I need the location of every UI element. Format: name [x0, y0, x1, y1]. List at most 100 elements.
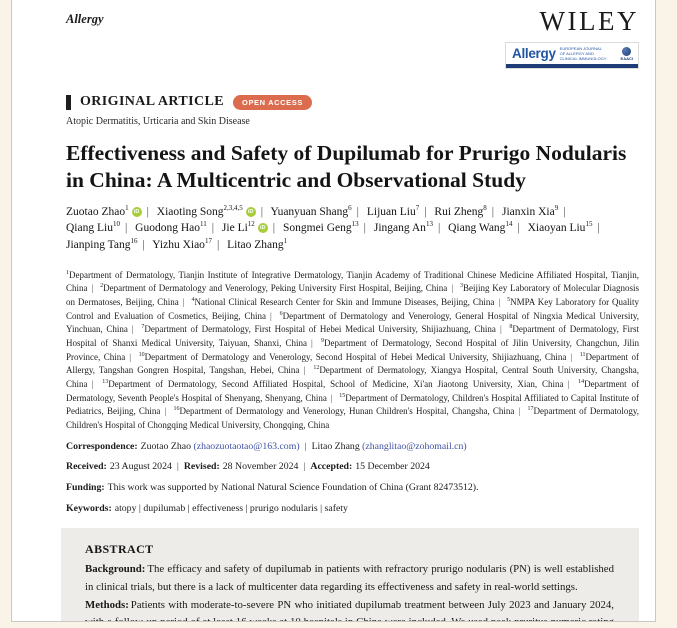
correspondence-name: Zuotao Zhao	[140, 440, 191, 452]
author-name: Lijuan Liu	[366, 205, 416, 218]
affiliation: 4National Clinical Research Center for S…	[192, 297, 505, 307]
affiliation-text: Department of Dermatology and Venerology…	[103, 283, 448, 294]
affiliation-text: Department of Dermatology and Venerology…	[66, 310, 640, 335]
author-name: Jie Li	[221, 222, 248, 235]
abstract-heading: ABSTRACT	[85, 542, 154, 557]
affiliation-separator: |	[567, 378, 570, 389]
affiliation-separator: |	[570, 351, 573, 362]
journal-badge-row: Allergy European Journal of Allergy and …	[66, 42, 639, 69]
author: Zuotao Zhao1 iD |	[66, 203, 154, 217]
affiliation: 17Department of Dermatology, Children's …	[66, 406, 639, 430]
author-name: Yuanyuan Shang	[270, 205, 349, 218]
author-affiliation-sup: 9	[554, 203, 559, 212]
abstract-paragraph-label: Background:	[85, 563, 146, 576]
funding-label: Funding:	[66, 482, 105, 494]
history-entry: Revised: 28 November 2024 |	[184, 461, 311, 472]
article-type-bar	[66, 94, 71, 110]
author: Litao Zhang1	[227, 238, 287, 251]
author-separator: |	[424, 205, 427, 218]
affiliation: 6Department of Dermatology and Venerolog…	[66, 311, 639, 335]
affiliation-number: 9	[320, 337, 324, 344]
author-affiliation-sup: 1	[125, 203, 129, 212]
affiliation-number: 3	[459, 283, 463, 290]
orcid-icon[interactable]: iD	[245, 206, 256, 217]
affiliation-number: 10	[138, 351, 145, 358]
author-affiliation-sup: 10	[112, 220, 120, 229]
keywords-label: Keywords:	[66, 502, 112, 514]
affiliation-number: 16	[173, 406, 180, 413]
journal-badge-bar	[506, 64, 638, 68]
affiliation-number: 2	[100, 283, 104, 290]
author-separator: |	[597, 222, 600, 235]
author-name: Jianxin Xia	[501, 205, 555, 218]
correspondence-email-link[interactable]: (zhaozuotaotao@163.com)	[193, 440, 300, 452]
author: Lijuan Liu7 |	[366, 203, 432, 218]
affiliation: 13Department of Dermatology, Second Affi…	[102, 379, 573, 389]
eaaci-globe-icon	[622, 46, 632, 56]
affiliation-number: 11	[579, 351, 586, 358]
correspondence-line: Correspondence: Zuotao Zhao (zhaozuotaota…	[66, 440, 639, 454]
correspondence-name: Litao Zhang	[311, 440, 360, 452]
author-affiliation-sup: 15	[585, 220, 593, 229]
orcid-icon[interactable]: iD	[131, 206, 142, 217]
correspondence-contacts: Zuotao Zhao (zhaozuotaotao@163.com) | Lita…	[141, 441, 467, 452]
affiliation-number: 17	[527, 406, 534, 413]
funding-text: This work was supported by National Natu…	[107, 482, 479, 494]
orcid-icon[interactable]: iD	[257, 223, 268, 234]
affiliation-text: Department of Dermatology, Children's Ho…	[66, 392, 640, 417]
author-separator: |	[563, 205, 566, 218]
author-affiliation-sup: 17	[204, 237, 212, 246]
running-head-journal-name: Allergy	[66, 12, 104, 26]
affiliation: 14Department of Dermatology, Seventh Peo…	[66, 379, 639, 403]
affiliation-separator: |	[499, 324, 502, 335]
author-affiliation-sup: 7	[415, 203, 420, 212]
author: Qiang Wang14 |	[448, 221, 525, 234]
affiliation-separator: |	[498, 296, 501, 307]
affiliation-text: Department of Dermatology, First Hospita…	[144, 324, 496, 335]
article-section: Atopic Dermatitis, Urticaria and Skin Di…	[66, 116, 250, 127]
correspondence-email-link[interactable]: (zhanglitao@zohomail.cn)	[362, 440, 467, 452]
affiliation-separator: |	[91, 378, 94, 389]
affiliation-text: Department of Dermatology, Xiangya Hospi…	[66, 365, 639, 389]
author-separator: |	[211, 222, 215, 235]
affiliation: 1Department of Dermatology, Tianjin Inst…	[66, 270, 639, 294]
funding-line: Funding: This work was supported by Natio…	[66, 481, 639, 495]
article-type-row: ORIGINAL ARTICLE OPEN ACCESS	[66, 94, 639, 110]
affiliation-text: Department of Dermatology, Tianjin Insti…	[66, 269, 639, 294]
affiliation-list: 1Department of Dermatology, Tianjin Inst…	[66, 269, 639, 433]
author-separator: |	[260, 205, 264, 218]
affiliation-text: Department of Dermatology, Seventh Peopl…	[66, 378, 640, 403]
author-affiliation-sup: 13	[351, 220, 359, 229]
author-name: Guodong Hao	[135, 222, 200, 235]
affiliation-separator: |	[518, 406, 521, 417]
affiliation: 16Department of Dermatology and Venerolo…	[173, 406, 524, 416]
page-header: Allergy WILEY	[66, 8, 639, 35]
affiliation-text: Department of Dermatology, Second Affili…	[108, 378, 564, 389]
affiliation-separator: |	[451, 283, 454, 294]
affiliation-separator: |	[269, 310, 272, 321]
abstract-paragraph: Methods: Patients with moderate-to-severe…	[85, 597, 614, 621]
author-affiliation-sup: 6	[348, 203, 352, 212]
abstract-paragraph-label: Methods:	[85, 598, 129, 611]
author-separator: |	[491, 205, 495, 218]
author: Jingang An13 |	[374, 221, 445, 235]
author: Qiang Liu10 |	[66, 220, 132, 234]
correspondence-contact: Zuotao Zhao (zhaozuotaotao@163.com) |	[141, 441, 312, 452]
affiliation-number: 4	[191, 296, 195, 303]
abstract-paragraph: Background: The efficacy and safety of du…	[85, 561, 614, 596]
author: Xiaoyan Liu15 |	[528, 220, 605, 235]
author-separator: |	[272, 222, 276, 235]
author-separator: |	[356, 205, 359, 218]
article-title: Effectiveness and Safety of Dupilumab fo…	[66, 141, 627, 193]
history-entry: Received: 23 August 2024 |	[66, 461, 184, 472]
affiliation-text: Department of Dermatology and Venerology…	[179, 406, 515, 417]
affiliation-number: 5	[507, 296, 511, 303]
affiliation-separator: |	[182, 296, 185, 307]
affiliation-number: 8	[509, 324, 513, 331]
affiliation-text: Department of Dermatology and Venerology…	[144, 351, 567, 362]
author-separator: |	[437, 222, 441, 235]
correspondence-contact: Litao Zhang (zhanglitao@zohomail.cn)	[312, 441, 467, 452]
article-history-line: Received: 23 August 2024 | Revised: 28 Novem…	[66, 460, 639, 474]
author-affiliation-sup: 2,3,4,5	[223, 203, 243, 212]
open-access-badge[interactable]: OPEN ACCESS	[233, 94, 312, 110]
